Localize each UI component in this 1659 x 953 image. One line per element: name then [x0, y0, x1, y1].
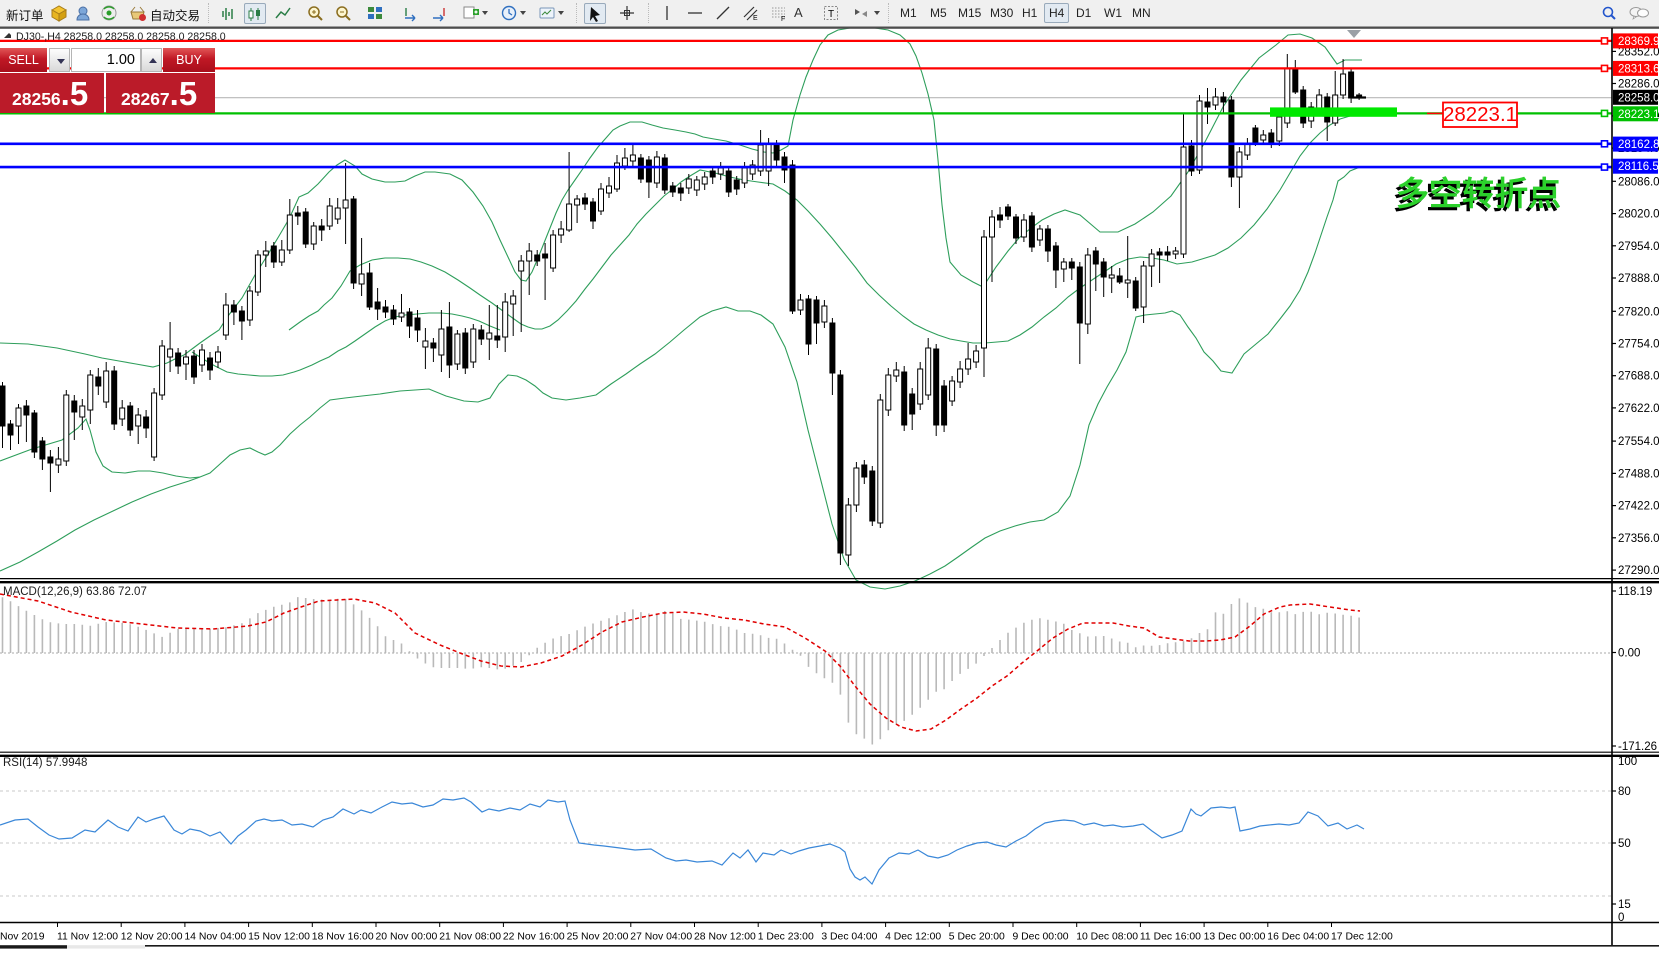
svg-text:50: 50 — [1618, 838, 1631, 850]
svg-text:14 Nov 04:00: 14 Nov 04:00 — [184, 932, 246, 943]
svg-text:28286.0: 28286.0 — [1618, 79, 1659, 91]
svg-text:多空转折点: 多空转折点 — [1393, 178, 1558, 215]
svg-text:28162.8: 28162.8 — [1618, 139, 1659, 151]
svg-text:27488.0: 27488.0 — [1618, 468, 1659, 480]
svg-text:27 Nov 04:00: 27 Nov 04:00 — [630, 932, 692, 943]
svg-text:17 Dec 12:00: 17 Dec 12:00 — [1331, 932, 1393, 943]
svg-text:27290.0: 27290.0 — [1618, 565, 1659, 577]
svg-text:28352.0: 28352.0 — [1618, 46, 1659, 58]
svg-text:11 Nov 12:00: 11 Nov 12:00 — [57, 932, 118, 943]
svg-text:1 Dec 23:00: 1 Dec 23:00 — [758, 932, 814, 943]
svg-text:28 Nov 12:00: 28 Nov 12:00 — [694, 932, 756, 943]
svg-text:27888.0: 27888.0 — [1618, 273, 1659, 285]
svg-text:21 Nov 08:00: 21 Nov 08:00 — [439, 932, 501, 943]
svg-text:27356.0: 27356.0 — [1618, 533, 1659, 545]
svg-text:28116.5: 28116.5 — [1618, 161, 1659, 173]
svg-text:28020.0: 28020.0 — [1618, 209, 1659, 221]
svg-text:10 Dec 08:00: 10 Dec 08:00 — [1076, 932, 1138, 943]
svg-text:3 Dec 04:00: 3 Dec 04:00 — [821, 932, 877, 943]
svg-text:16 Dec 04:00: 16 Dec 04:00 — [1267, 932, 1329, 943]
svg-text:0.00: 0.00 — [1618, 648, 1640, 660]
svg-text:28313.6: 28313.6 — [1618, 63, 1659, 75]
svg-text:15: 15 — [1618, 899, 1631, 911]
svg-text:28086.0: 28086.0 — [1618, 176, 1659, 188]
svg-text:F: F — [781, 16, 785, 22]
svg-text:E: E — [753, 15, 758, 22]
svg-text:18 Nov 16:00: 18 Nov 16:00 — [312, 932, 374, 943]
svg-text:15 Nov 12:00: 15 Nov 12:00 — [248, 932, 310, 943]
svg-text:25 Nov 20:00: 25 Nov 20:00 — [567, 932, 629, 943]
svg-text:27754.0: 27754.0 — [1618, 339, 1659, 351]
svg-text:DJ30-,H4 28258.0 28258.0 2825: DJ30-,H4 28258.0 28258.0 28258.0 28258.0 — [16, 31, 226, 43]
svg-text:28223.1: 28223.1 — [1618, 109, 1659, 121]
svg-text:13 Dec 00:00: 13 Dec 00:00 — [1204, 932, 1266, 943]
svg-text:MACD(12,26,9) 63.86 72.07: MACD(12,26,9) 63.86 72.07 — [3, 586, 147, 598]
svg-text:4 Dec 12:00: 4 Dec 12:00 — [885, 932, 941, 943]
svg-text:多空转折点: 多空转折点 — [1396, 175, 1561, 212]
svg-text:27688.0: 27688.0 — [1618, 371, 1659, 383]
svg-text:20 Nov 00:00: 20 Nov 00:00 — [376, 932, 438, 943]
svg-text:27954.0: 27954.0 — [1618, 241, 1659, 253]
svg-text:27422.0: 27422.0 — [1618, 501, 1659, 513]
svg-text:28223.1: 28223.1 — [1443, 103, 1517, 126]
svg-text:27554.0: 27554.0 — [1618, 436, 1659, 448]
svg-text:0: 0 — [1618, 912, 1624, 924]
svg-text:28258.0: 28258.0 — [1618, 92, 1659, 104]
svg-text:118.19: 118.19 — [1618, 586, 1652, 598]
svg-text:27820.0: 27820.0 — [1618, 306, 1659, 318]
svg-text:Nov 2019: Nov 2019 — [0, 932, 45, 943]
svg-text:-171.26: -171.26 — [1618, 741, 1657, 753]
svg-text:11 Dec 16:00: 11 Dec 16:00 — [1140, 932, 1201, 943]
svg-text:5 Dec 20:00: 5 Dec 20:00 — [949, 932, 1005, 943]
svg-text:22 Nov 16:00: 22 Nov 16:00 — [503, 932, 565, 943]
svg-text:9 Dec 00:00: 9 Dec 00:00 — [1013, 932, 1069, 943]
svg-text:28369.9: 28369.9 — [1618, 36, 1659, 48]
svg-text:27622.0: 27622.0 — [1618, 403, 1659, 415]
svg-text:12 Nov 20:00: 12 Nov 20:00 — [121, 932, 183, 943]
svg-text:RSI(14) 57.9948: RSI(14) 57.9948 — [3, 757, 87, 769]
svg-text:100: 100 — [1618, 756, 1637, 768]
svg-text:T: T — [828, 9, 834, 20]
svg-text:80: 80 — [1618, 786, 1631, 798]
